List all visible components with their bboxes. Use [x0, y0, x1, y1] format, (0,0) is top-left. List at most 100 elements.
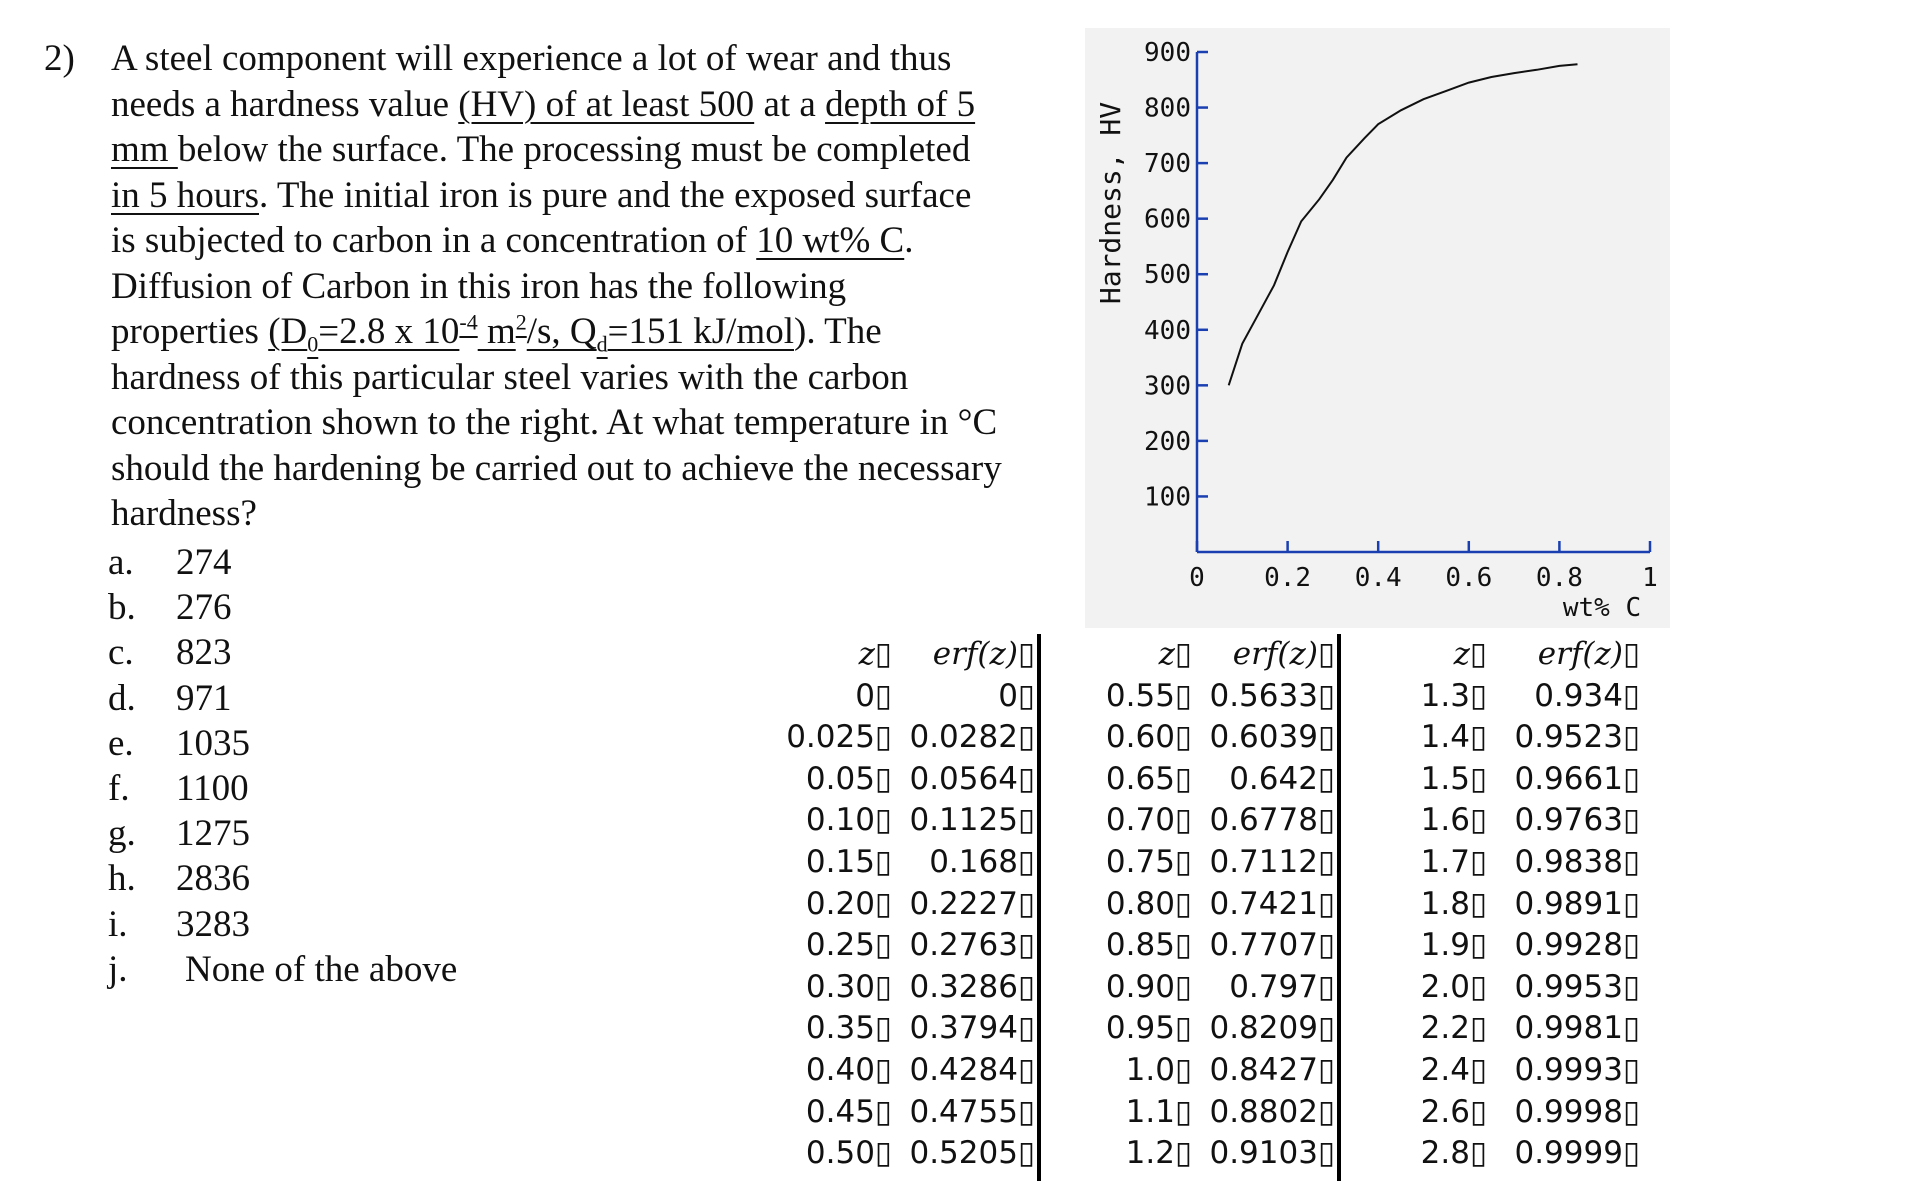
question-text-segment: hardness? [111, 493, 257, 534]
question-text-segment: properties [111, 311, 269, 352]
z-value: 1.2▯ [1125, 1135, 1192, 1172]
z-value: 1.7▯ [1420, 843, 1487, 880]
option-value: 276 [176, 587, 232, 629]
z-header: z▯ [1453, 636, 1487, 672]
erf-value: 0▯ [998, 677, 1035, 714]
option-letter: f. [108, 767, 130, 809]
z-value: 0.90▯ [1105, 968, 1192, 1005]
z-value: 1.4▯ [1420, 719, 1487, 756]
question-line: hardness of this particular steel varies… [111, 355, 1084, 401]
z-value: 2.2▯ [1420, 1010, 1487, 1047]
option-letter: c. [108, 632, 134, 674]
z-value: 0.05▯ [805, 760, 892, 797]
erf-table-row: 0.55▯ 0.5633▯ [1090, 676, 1347, 718]
underlined-text: 0 [307, 331, 319, 357]
question-text-segment: . The initial iron is pure and the expos… [259, 174, 972, 216]
question-line: in 5 hours. The initial iron is pure and… [111, 173, 1084, 219]
x-tick-label: 0.2 [1264, 563, 1311, 593]
erf-table-row: 0.025▯ 0.0282▯ [770, 717, 1047, 759]
erf-value: 0.5205▯ [909, 1135, 1035, 1172]
erf-value: 0.1125▯ [909, 802, 1035, 839]
erf-value: 0.4284▯ [909, 1051, 1035, 1088]
erf-value: 0.8802▯ [1209, 1093, 1335, 1130]
erf-value: 0.7707▯ [1209, 927, 1335, 964]
option-value: 3283 [176, 903, 250, 945]
erf-table-row: 0.85▯ 0.7707▯ [1090, 925, 1347, 967]
erf-value: 0.9928▯ [1514, 927, 1640, 964]
erf-table-row: 0.45▯ 0.4755▯ [770, 1092, 1047, 1134]
question-line: needs a hardness value (HV) of at least … [111, 82, 1084, 128]
y-tick-label: 700 [1144, 149, 1191, 179]
erf-table-row: 0.95▯ 0.8209▯ [1090, 1008, 1347, 1050]
z-value: 0.50▯ [805, 1135, 892, 1172]
z-value: 0▯ [855, 677, 892, 714]
z-value: 0.25▯ [805, 927, 892, 964]
erf-table-block-2: z▯ erf(z)▯ 0.55▯ 0.5633▯ 0.60▯ 0.6039▯ 0.65▯ 0.… [1090, 634, 1347, 1181]
question-text-segment: is subjected to carbon in a concentratio… [111, 220, 757, 261]
hardness-chart-svg: 100 200 300 400 500 600 700 800 900 0 0.2 0.4 0.6 0.8… [1094, 38, 1658, 623]
erf-table-row: 0.50▯ 0.5205▯ [770, 1133, 1047, 1175]
z-value: 1.9▯ [1420, 927, 1487, 964]
erf-table-row: 0.25▯ 0.2763▯ [770, 925, 1047, 967]
option-letter: d. [108, 677, 136, 719]
option-letter: j. [108, 948, 128, 990]
erf-table-row: 0.90▯ 0.797▯ [1090, 967, 1347, 1009]
x-tick-label: 0 [1189, 563, 1205, 593]
underlined-text: m [477, 311, 516, 352]
erf-value: 0.3794▯ [909, 1010, 1035, 1047]
z-value: 0.80▯ [1105, 885, 1192, 922]
z-header: z▯ [858, 636, 892, 672]
z-value: 0.45▯ [805, 1093, 892, 1130]
erf-table-row: 0.40▯ 0.4284▯ [770, 1050, 1047, 1092]
erf-table-row: 0.15▯ 0.168▯ [770, 842, 1047, 884]
erf-table-header: z▯ erf(z)▯ [770, 634, 1047, 676]
option-value: 2836 [176, 858, 250, 900]
question-number: 2) [44, 38, 75, 79]
question-text-segment: A steel component will experience a lot … [111, 38, 952, 79]
z-value: 0.70▯ [1105, 802, 1192, 839]
erf-table-row: 2.0▯ 0.9953▯ [1410, 967, 1652, 1009]
erf-value: 0.9953▯ [1514, 968, 1640, 1005]
erf-value: 0.642▯ [1229, 760, 1335, 797]
erf-table-row: 1.6▯ 0.9763▯ [1410, 800, 1652, 842]
erf-value: 0.4755▯ [909, 1093, 1035, 1130]
question-text-segment: below the surface. The processing must b… [177, 129, 971, 170]
z-value: 0.65▯ [1105, 760, 1192, 797]
erf-value: 0.797▯ [1229, 968, 1335, 1005]
erf-value: 0.5633▯ [1209, 677, 1335, 714]
erf-header: erf(z)▯ [932, 636, 1035, 672]
erf-table-row: 0.60▯ 0.6039▯ [1090, 717, 1347, 759]
erf-table-row: 0.05▯ 0.0564▯ [770, 759, 1047, 801]
option-value: 823 [176, 632, 232, 674]
underlined-text: d [596, 331, 608, 357]
erf-value: 0.934▯ [1534, 677, 1640, 714]
erf-value: 0.7112▯ [1209, 843, 1335, 880]
erf-table-header: z▯ erf(z)▯ [1410, 634, 1652, 676]
question-line: hardness? [111, 491, 1084, 537]
erf-value: 0.6039▯ [1209, 719, 1335, 756]
erf-value: 0.9763▯ [1514, 802, 1640, 839]
erf-table-block-1: z▯ erf(z)▯ 0▯ 0▯ 0.025▯ 0.0282▯ 0.05▯ 0.0564▯ 0.… [770, 634, 1047, 1181]
question-line: properties (D0=2.8 x 10-4 m2/s, Qd=151 k… [111, 309, 1084, 355]
underlined-text: =2.8 x 10 [318, 311, 460, 352]
erf-value: 0.9523▯ [1514, 719, 1640, 756]
z-value: 0.15▯ [805, 843, 892, 880]
erf-table-row: 0.70▯ 0.6778▯ [1090, 800, 1347, 842]
erf-value: 0.9891▯ [1514, 885, 1640, 922]
underlined-text: depth of 5 [825, 83, 976, 125]
erf-table-row: 1.3▯ 0.934▯ [1410, 676, 1652, 718]
erf-header: erf(z)▯ [1232, 636, 1335, 672]
underlined-text: =151 kJ/mol [607, 311, 794, 352]
x-tick-label: 0.4 [1355, 563, 1402, 593]
z-value: 1.5▯ [1420, 760, 1487, 797]
underlined-text: in 5 hours [111, 174, 259, 216]
x-tick-label: 0.8 [1536, 563, 1583, 593]
underlined-text: -4 [459, 309, 478, 335]
erf-table-row: 1.2▯ 0.9103▯ [1090, 1133, 1347, 1175]
y-tick-label: 200 [1144, 427, 1191, 457]
question-text-segment: needs a hardness value [111, 83, 459, 125]
z-value: 0.35▯ [805, 1010, 892, 1047]
z-value: 1.3▯ [1420, 677, 1487, 714]
underlined-text: 10 wt% C [756, 220, 905, 261]
question-text-segment: should the hardening be carried out to a… [111, 447, 1002, 489]
